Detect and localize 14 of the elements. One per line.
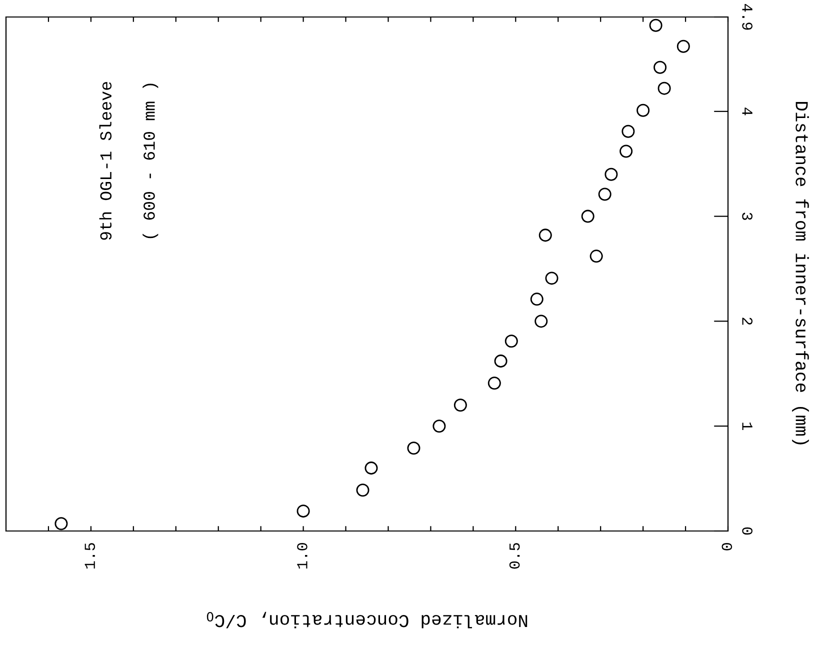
y-tick-label: 4 [742, 108, 752, 116]
x-tick-label: 1.0 [297, 543, 308, 569]
y-tick-label: 2 [742, 318, 752, 325]
x-tick-label: 0 [722, 543, 732, 550]
annotation: 9th OGL-1 Sleeve [99, 82, 112, 240]
y-tick-label: 1 [742, 422, 752, 430]
x-tick-label: 0.5 [509, 543, 520, 569]
x-axis-title: Normalized Concentration, C/C$_{0}$ [206, 612, 528, 628]
x-tick-label: 1.5 [84, 543, 96, 569]
annotation: ( 600 - 610 mm ) [142, 84, 158, 238]
y-tick-label: 4.9 [742, 4, 752, 30]
y-tick-label: 0 [742, 527, 752, 535]
y-tick-label: 3 [742, 212, 752, 220]
y-axis-title: Distance from inner-surface (mm) [792, 102, 809, 444]
